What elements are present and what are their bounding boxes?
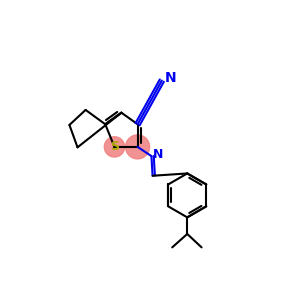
Circle shape: [104, 137, 124, 157]
Text: N: N: [153, 148, 164, 161]
Text: S: S: [110, 140, 119, 153]
Circle shape: [126, 135, 150, 159]
Text: N: N: [165, 71, 176, 85]
